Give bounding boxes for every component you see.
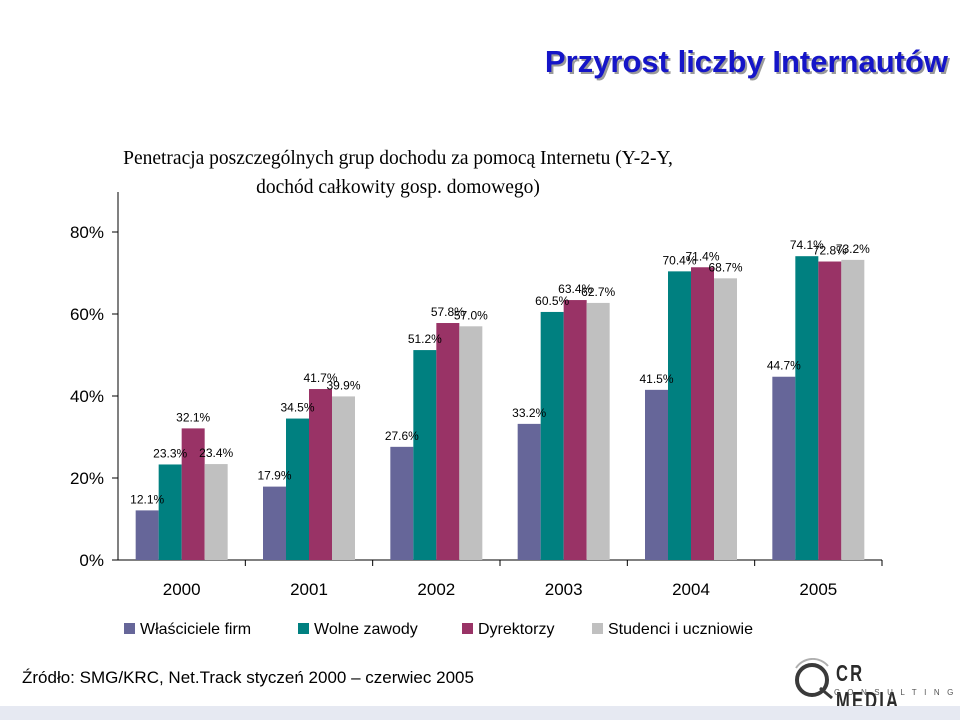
bar: [841, 259, 865, 560]
bar: [795, 256, 819, 560]
bar: [772, 376, 796, 560]
data-label: 72.8%: [813, 244, 847, 258]
data-label: 44.7%: [767, 359, 801, 373]
footer-bar: [0, 706, 960, 720]
bar: [181, 428, 205, 560]
y-tick-label: 40%: [70, 387, 104, 406]
data-label: 23.3%: [153, 446, 187, 460]
x-tick-label: 2000: [163, 580, 201, 599]
bar: [436, 323, 460, 560]
bar: [818, 261, 842, 560]
bar-chart: 0% 20% 40% 60% 80% 2000 12.1% 23.3% 32.1% 23.4% 20…: [70, 192, 883, 638]
legend-swatch: [298, 623, 309, 634]
bar: [332, 396, 355, 560]
data-label: 27.6%: [385, 429, 419, 443]
bar: [135, 510, 159, 560]
data-label: 51.2%: [408, 332, 442, 346]
x-tick-label: 2002: [417, 580, 455, 599]
data-label: 12.1%: [130, 492, 164, 506]
legend-label: Dyrektorzy: [478, 621, 554, 638]
logo-q-icon: [795, 658, 833, 700]
source-note: Źródło: SMG/KRC, Net.Track styczeń 2000 …: [22, 668, 474, 687]
data-label: 39.9%: [326, 378, 360, 392]
y-tick-label: 60%: [70, 305, 104, 324]
data-label: 74.1%: [790, 238, 824, 252]
bar: [158, 464, 182, 560]
legend-swatch: [124, 623, 135, 634]
bar: [517, 423, 541, 560]
bar: [204, 464, 228, 560]
bar: [586, 302, 610, 560]
y-tick-label: 80%: [70, 223, 104, 242]
data-label: 73.2%: [836, 242, 870, 256]
y-tick-label: 0%: [79, 551, 104, 570]
bar: [668, 271, 691, 560]
data-label: 62.7%: [581, 285, 615, 299]
legend-label: Studenci i uczniowie: [608, 621, 753, 638]
data-label: 57.8%: [431, 305, 465, 319]
bar: [714, 278, 737, 560]
chart-subtitle: Penetracja poszczególnych grup dochodu z…: [118, 144, 678, 202]
legend-swatch: [462, 623, 473, 634]
data-label: 71.4%: [685, 249, 719, 263]
bar: [309, 389, 332, 560]
legend-label: Właściciele firm: [140, 621, 251, 638]
subtitle-line-2: dochód całkowity gosp. domowego): [256, 177, 540, 198]
bar: [413, 350, 437, 560]
bar: [390, 446, 414, 560]
data-label: 70.4%: [662, 253, 696, 267]
bar: [691, 267, 714, 560]
y-tick-label: 20%: [70, 469, 104, 488]
data-label: 57.0%: [454, 308, 488, 322]
bar: [286, 418, 309, 560]
bar: [540, 311, 564, 560]
legend-swatch: [592, 623, 603, 634]
x-tick-label: 2004: [672, 580, 710, 599]
data-label: 63.4%: [558, 282, 592, 296]
data-label: 68.7%: [708, 260, 742, 274]
company-logo: CR MEDIA CONSULTING: [790, 658, 953, 713]
data-label: 33.2%: [512, 406, 546, 420]
bar: [263, 486, 286, 560]
x-tick-label: 2005: [799, 580, 837, 599]
slide-title: Przyrost liczby Internautów: [544, 44, 948, 79]
legend-label: Wolne zawody: [314, 621, 418, 638]
data-label: 60.5%: [535, 294, 569, 308]
bar: [459, 326, 483, 560]
bar: [645, 389, 668, 560]
data-label: 17.9%: [257, 469, 291, 483]
x-tick-label: 2003: [545, 580, 583, 599]
data-label: 41.5%: [639, 372, 673, 386]
data-label: 32.1%: [176, 410, 210, 424]
data-label: 34.5%: [280, 401, 314, 415]
data-label: 23.4%: [199, 446, 233, 460]
data-label: 41.7%: [303, 371, 337, 385]
bar: [563, 300, 587, 560]
logo-subtext: CONSULTING: [834, 688, 960, 697]
x-tick-label: 2001: [290, 580, 328, 599]
subtitle-line-1: Penetracja poszczególnych grup dochodu z…: [123, 148, 673, 169]
